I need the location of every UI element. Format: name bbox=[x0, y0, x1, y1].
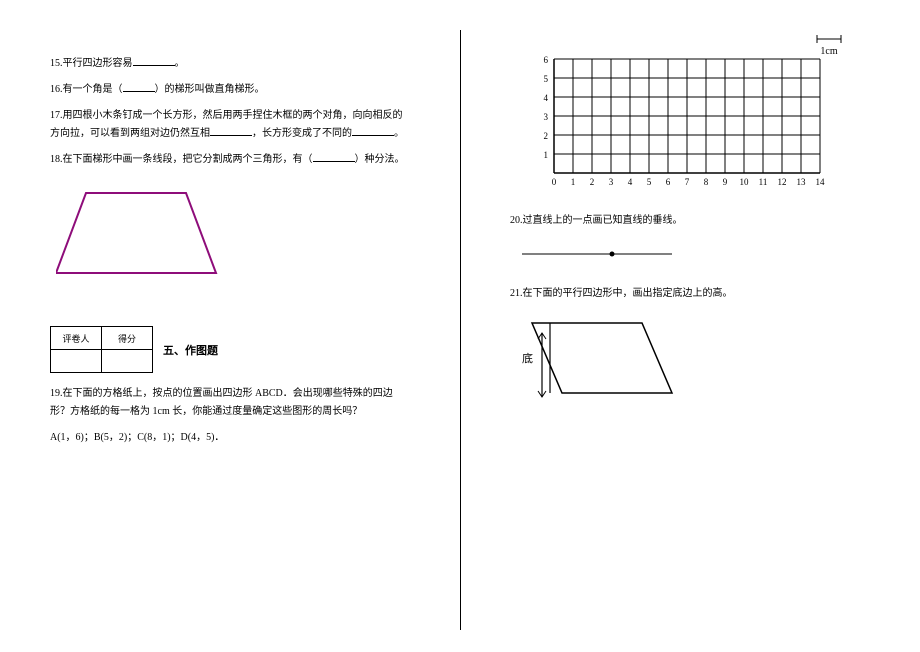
trapezoid-figure bbox=[56, 183, 226, 283]
q18-text-b: ）种分法。 bbox=[355, 154, 405, 165]
q16-text-b: ）的梯形叫做直角梯形。 bbox=[155, 84, 265, 95]
svg-text:12: 12 bbox=[778, 177, 787, 187]
svg-text:2: 2 bbox=[544, 131, 549, 141]
svg-text:8: 8 bbox=[704, 177, 709, 187]
svg-text:14: 14 bbox=[816, 177, 826, 187]
score-cell-2 bbox=[102, 350, 153, 373]
svg-text:3: 3 bbox=[609, 177, 614, 187]
svg-text:3: 3 bbox=[544, 112, 549, 122]
section-5-title: 五、作图题 bbox=[163, 342, 218, 358]
question-19-coords: A(1，6)；B(5，2)；C(8，1)；D(4，5)． bbox=[50, 429, 410, 447]
svg-text:2: 2 bbox=[590, 177, 595, 187]
question-18: 18.在下面梯形中画一条线段，把它分割成两个三角形，有（ ）种分法。 bbox=[50, 151, 410, 169]
page: 15.平行四边形容易。 16.有一个角是（）的梯形叫做直角梯形。 17.用四根小… bbox=[0, 0, 920, 652]
q19-line2: A(1，6)；B(5，2)；C(8，1)；D(4，5)． bbox=[50, 432, 224, 443]
svg-text:10: 10 bbox=[740, 177, 750, 187]
svg-text:0: 0 bbox=[552, 177, 557, 187]
question-19: 19.在下面的方格纸上，按点的位置画出四边形 ABCD．会出现哪些特殊的四边形？… bbox=[50, 385, 410, 421]
q21-num: 21. bbox=[510, 288, 523, 299]
q19-num: 19. bbox=[50, 388, 63, 399]
q15-text-b: 。 bbox=[175, 58, 185, 69]
q17-text-b: ，长方形变成了不同的 bbox=[252, 128, 352, 139]
trapezoid-shape bbox=[56, 193, 216, 273]
svg-text:7: 7 bbox=[685, 177, 690, 187]
grid-svg: 01234567891011121314123456 bbox=[540, 55, 830, 195]
q20-text: 过直线上的一点画已知直线的垂线。 bbox=[523, 215, 683, 226]
svg-text:1: 1 bbox=[571, 177, 576, 187]
score-col-reviewer: 评卷人 bbox=[51, 327, 102, 350]
section-5-header: 评卷人 得分 五、作图题 bbox=[50, 326, 410, 373]
parallelogram-base-label: 底 bbox=[522, 351, 533, 365]
svg-text:9: 9 bbox=[723, 177, 728, 187]
grid-figure: 1cm 01234567891011121314123456 bbox=[540, 55, 828, 198]
q17-num: 17. bbox=[50, 110, 63, 121]
score-cell-1 bbox=[51, 350, 102, 373]
q19-line1: 在下面的方格纸上，按点的位置画出四边形 ABCD．会出现哪些特殊的四边形？方格纸… bbox=[50, 388, 393, 417]
q20-num: 20. bbox=[510, 215, 523, 226]
scale-bracket-icon bbox=[816, 35, 842, 43]
question-16: 16.有一个角是（ ）的梯形叫做直角梯形。 bbox=[50, 81, 410, 99]
svg-text:5: 5 bbox=[647, 177, 652, 187]
score-col-score: 得分 bbox=[102, 327, 153, 350]
q18-text-a: 在下面梯形中画一条线段，把它分割成两个三角形，有（ bbox=[63, 154, 313, 165]
question-21: 21.在下面的平行四边形中，画出指定底边上的高。 bbox=[510, 285, 870, 303]
grid-scale-indicator: 1cm bbox=[816, 35, 842, 57]
svg-text:5: 5 bbox=[544, 74, 549, 84]
q16-num: 16. bbox=[50, 84, 63, 95]
parallelogram-shape bbox=[532, 323, 672, 393]
svg-text:13: 13 bbox=[797, 177, 807, 187]
score-table: 评卷人 得分 bbox=[50, 326, 153, 373]
svg-text:1: 1 bbox=[544, 150, 549, 160]
svg-text:4: 4 bbox=[628, 177, 633, 187]
q18-num: 18. bbox=[50, 154, 63, 165]
q17-blank-1 bbox=[210, 125, 252, 136]
q16-text-a: 有一个角是（ bbox=[63, 84, 123, 95]
q18-blank bbox=[313, 151, 355, 162]
svg-text:4: 4 bbox=[544, 93, 549, 103]
right-column: 1cm 01234567891011121314123456 20.过直线上的一… bbox=[460, 0, 920, 652]
q17-blank-2 bbox=[352, 125, 394, 136]
svg-text:11: 11 bbox=[759, 177, 768, 187]
question-15: 15.平行四边形容易 。 bbox=[50, 55, 410, 73]
question-17: 17.用四根小木条钉成一个长方形，然后用两手捏住木框的两个对角，向向相反的方向拉… bbox=[50, 107, 410, 143]
left-column: 15.平行四边形容易。 16.有一个角是（）的梯形叫做直角梯形。 17.用四根小… bbox=[0, 0, 460, 652]
parallelogram-figure: 底 bbox=[522, 317, 682, 407]
q21-text: 在下面的平行四边形中，画出指定底边上的高。 bbox=[523, 288, 733, 299]
q17-text-c: 。 bbox=[394, 128, 404, 139]
svg-text:6: 6 bbox=[544, 55, 549, 65]
svg-text:6: 6 bbox=[666, 177, 671, 187]
q15-text-a: 平行四边形容易 bbox=[63, 58, 133, 69]
q15-num: 15. bbox=[50, 58, 63, 69]
question-20: 20.过直线上的一点画已知直线的垂线。 bbox=[510, 212, 870, 230]
q16-blank bbox=[123, 81, 155, 92]
q15-blank bbox=[133, 55, 175, 66]
grid-scale-label: 1cm bbox=[820, 46, 837, 57]
line-segment-point bbox=[610, 252, 615, 257]
line-with-point-figure bbox=[522, 248, 682, 260]
